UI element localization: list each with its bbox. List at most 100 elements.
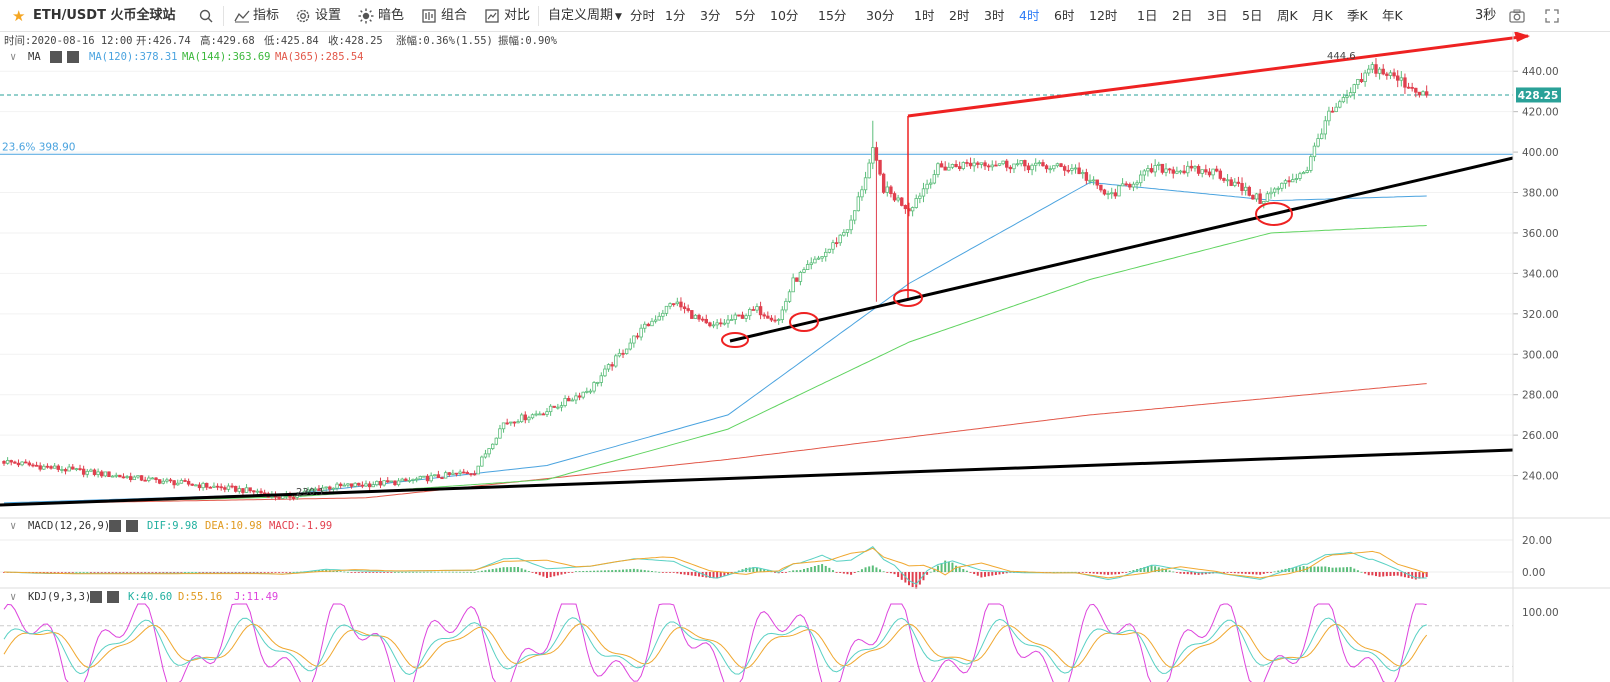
interval-18[interactable]: 月K [1312,8,1333,23]
candle-body [465,472,470,475]
candle-body [5,460,10,464]
macd-bar [216,572,219,573]
symbol-title[interactable]: ETH/USDT 火币全球站 [33,8,176,23]
collapse-chevron-icon[interactable]: ∨ [10,51,16,63]
macd-bar [622,569,625,572]
candle-body [1374,64,1378,74]
macd-close-icon[interactable] [126,520,138,532]
candle-body [824,251,828,257]
support-trendline[interactable] [729,156,1514,343]
ma-settings-icon[interactable] [50,51,62,63]
macd-bar [184,571,186,573]
macd-settings-icon[interactable] [109,520,121,532]
interval-11[interactable]: 6时 [1054,8,1075,23]
macd-bar [281,572,284,573]
kdj-close-icon[interactable] [107,591,119,603]
compare-icon[interactable] [485,9,499,23]
layout-combo-icon[interactable] [422,9,436,23]
candle-body [317,488,321,492]
macd-collapse-icon[interactable]: ∨ [10,520,16,532]
candle-body [932,174,937,184]
combo-button[interactable]: 组合 [441,8,468,23]
candle-body [436,474,441,479]
interval-3[interactable]: 5分 [735,8,756,23]
info-close: 收:428.25 [328,34,383,47]
macd-bar [1298,566,1301,572]
interval-8[interactable]: 2时 [949,8,970,23]
fullscreen-icon[interactable] [1545,9,1559,23]
macd-bar [372,572,375,573]
candle-body [364,483,368,487]
dark-theme-button[interactable]: 暗色 [378,8,405,23]
candle-body [483,453,488,458]
macd-bar [984,572,987,577]
candle-body [672,303,676,306]
macd-bar [202,572,205,573]
search-icon[interactable] [199,9,213,23]
camera-icon[interactable] [1509,9,1525,23]
indicators-icon[interactable] [234,9,250,23]
macd-bar [1349,566,1352,572]
candle-body [1341,97,1346,103]
interval-7[interactable]: 1时 [914,8,935,23]
interval-5[interactable]: 15分 [818,8,847,23]
macd-bar [1418,572,1421,579]
interval-9[interactable]: 3时 [984,8,1005,23]
sun-icon[interactable] [358,8,374,24]
candle-body [795,277,799,282]
interval-17[interactable]: 周K [1277,8,1298,23]
price-tick-label: 260.00 [1522,430,1559,442]
last-price-tag-bg [1516,87,1561,103]
interval-4[interactable]: 10分 [770,8,799,23]
candle-body [1334,106,1338,112]
candle-body [1037,162,1042,164]
macd-bar [723,572,726,576]
compare-button[interactable]: 对比 [504,8,531,23]
macd-bar [285,572,288,573]
macd-bar [936,565,939,572]
macd-bar [104,572,107,573]
ma-name: MA [28,51,41,63]
macd-bar [759,568,762,572]
gear-icon[interactable] [295,8,311,24]
kdj-collapse-icon[interactable]: ∨ [10,591,16,603]
favorite-star-icon[interactable]: ★ [12,7,26,25]
price-tick-label: 320.00 [1522,309,1559,321]
interval-10[interactable]: 4时 [1019,8,1040,23]
macd-bar [162,572,165,573]
candle-body [1327,110,1331,122]
long-term-support-trendline[interactable] [0,448,1514,507]
candle-body [103,471,108,477]
macd-bar [1403,572,1406,578]
interval-0[interactable]: 分时 [630,8,656,23]
interval-2[interactable]: 3分 [700,8,721,23]
interval-15[interactable]: 3日 [1207,8,1228,23]
interval-20[interactable]: 年K [1382,8,1403,23]
macd-bar [1313,566,1316,572]
candle-body [1211,168,1215,176]
refresh-rate[interactable]: 3秒 [1475,8,1497,23]
settings-button[interactable]: 设置 [315,8,342,23]
macd-bar [889,572,892,574]
macd-bar [82,571,85,573]
macd-bar [1117,572,1120,575]
resistance-trendline[interactable] [907,34,1529,118]
interval-16[interactable]: 5日 [1242,8,1263,23]
indicators-button[interactable]: 指标 [253,8,280,23]
chart-area[interactable]: 时间:2020-08-16 12:00 开:426.74 高:429.68 低:… [0,32,1610,682]
macd-bar [716,572,719,579]
interval-12[interactable]: 12时 [1089,8,1118,23]
interval-13[interactable]: 1日 [1137,8,1158,23]
ma-close-icon[interactable] [67,51,79,63]
interval-6[interactable]: 30分 [866,8,895,23]
kdj-settings-icon[interactable] [90,591,102,603]
interval-19[interactable]: 季K [1347,8,1368,23]
custom-period-dropdown[interactable]: 自定义周期 ▼ [548,0,622,32]
interval-14[interactable]: 2日 [1172,8,1193,23]
macd-bar [1400,572,1403,577]
macd-bar [857,571,860,572]
candle-body [889,186,893,194]
candle-body [172,480,176,486]
candle-body [1352,84,1356,93]
interval-1[interactable]: 1分 [665,8,686,23]
